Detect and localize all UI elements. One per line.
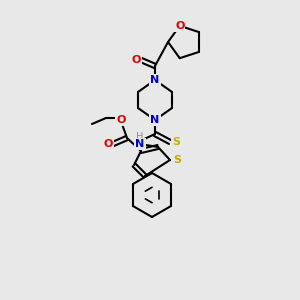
Text: N: N [135,139,145,149]
Text: S: S [173,155,181,165]
Text: O: O [131,55,141,65]
Text: N: N [150,115,160,125]
Text: H: H [136,132,144,142]
Text: N: N [150,75,160,85]
Text: O: O [116,115,126,125]
Text: O: O [175,21,184,31]
Text: O: O [103,139,113,149]
Text: S: S [172,137,180,147]
